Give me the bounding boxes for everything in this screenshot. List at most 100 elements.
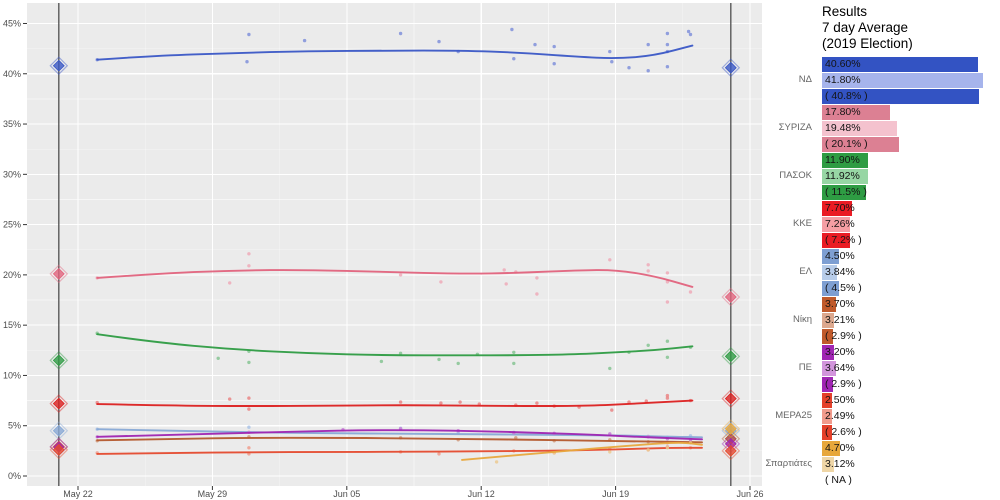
poll-point-kke <box>228 397 232 401</box>
y-axis-label: 35% <box>3 119 21 129</box>
bar-value-spartiates-election: ( NA ) <box>825 474 852 486</box>
bar-value-kke-result: 7.70% <box>825 202 855 214</box>
poll-point-kke <box>458 400 462 404</box>
bar-pe-result <box>822 345 835 360</box>
party-label-spartiates: Σπαρτιάτες <box>765 458 812 469</box>
trend-line-nd <box>96 44 694 61</box>
trend-line-niki <box>96 436 703 444</box>
trend-line-syriza <box>96 269 694 288</box>
bar-value-mera25-result: 2.50% <box>825 394 855 406</box>
poll-point-pasok <box>512 350 516 354</box>
trend-line-kke <box>96 399 694 407</box>
poll-point-nd <box>398 31 403 36</box>
bar-value-mera25-average: 2.49% <box>825 410 855 422</box>
poll-point-syriza <box>665 271 670 275</box>
may-election-marker-nd <box>52 59 65 72</box>
poll-point-kke <box>610 408 614 412</box>
poll-point-syriza <box>608 258 612 262</box>
y-axis-label: 20% <box>3 270 21 280</box>
poll-point-spartiates <box>608 450 612 454</box>
poll-point-nd <box>533 42 537 47</box>
x-axis-label: May 29 <box>198 489 228 499</box>
poll-point-nd <box>608 49 612 54</box>
poll-point-pasok <box>512 361 516 366</box>
poll-point-pasok <box>216 356 220 360</box>
trend-line-pasok <box>96 333 694 357</box>
bar-el-result <box>822 249 840 264</box>
party-label-niki: Νίκη <box>792 314 812 325</box>
poll-point-pasok <box>665 355 670 359</box>
y-axis-label: 10% <box>3 370 21 380</box>
bar-syriza-election <box>822 137 900 152</box>
party-label-syriza: ΣΥΡΙΖΑ <box>778 122 812 133</box>
june-election-marker-halo-spartiates <box>721 419 741 439</box>
x-axis-label: Jun 12 <box>468 489 495 499</box>
bar-value-niki-average: 3.21% <box>825 314 855 326</box>
june-election-marker-halo-nd <box>721 58 741 78</box>
bar-el-election <box>822 281 840 296</box>
poll-point-syriza <box>688 290 693 294</box>
june-election-marker-spartiates <box>724 422 737 435</box>
may-election-marker-mera25 <box>52 443 65 456</box>
poll-point-pasok <box>379 359 384 364</box>
y-axis-label: 0% <box>8 471 21 481</box>
bar-el-average <box>822 265 837 280</box>
poll-point-syriza <box>504 282 508 286</box>
poll-point-nd <box>646 69 650 73</box>
poll-point-spartiates <box>646 448 650 452</box>
y-axis-label: 5% <box>8 421 21 431</box>
party-label-pasok: ΠΑΣΟΚ <box>779 170 812 181</box>
bar-pasok-election <box>822 185 867 200</box>
bar-value-pasok-result: 11.90% <box>825 154 860 166</box>
bar-value-kke-election: ( 7.2% ) <box>825 234 862 246</box>
x-axis-label: Jun 05 <box>333 489 360 499</box>
poll-point-kke <box>665 396 670 400</box>
poll-point-kke <box>439 401 443 405</box>
x-axis-label: Jun 26 <box>736 489 763 499</box>
poll-point-nd <box>510 27 514 32</box>
june-election-marker-halo-mera25 <box>721 441 741 461</box>
bar-value-nd-average: 41.80% <box>825 74 861 86</box>
bar-value-niki-result: 3.70% <box>825 298 855 310</box>
poll-point-syriza <box>228 281 232 285</box>
party-label-el: ΕΛ <box>799 266 812 277</box>
june-election-marker-halo-syriza <box>721 287 741 307</box>
poll-point-nd <box>686 29 691 34</box>
poll-point-nd <box>437 39 441 44</box>
poll-point-nd <box>665 65 670 69</box>
poll-point-nd <box>627 66 631 70</box>
trend-line-mera25 <box>96 446 703 455</box>
bar-value-niki-election: ( 2.9% ) <box>825 330 862 342</box>
bar-value-el-average: 3.84% <box>825 266 855 278</box>
bar-value-el-election: ( 4.5% ) <box>825 282 862 294</box>
poll-point-pasok <box>247 360 251 365</box>
poll-point-pasok <box>456 361 460 366</box>
bar-pe-average <box>822 361 836 376</box>
poll-point-syriza <box>247 252 251 256</box>
bar-mera25-result <box>822 393 832 408</box>
bar-mera25-average <box>822 409 832 424</box>
poll-point-kke <box>247 396 251 400</box>
bar-value-spartiates-result: 4.70% <box>825 442 855 454</box>
bar-kke-result <box>822 201 852 216</box>
bar-value-nd-result: 40.60% <box>825 58 861 70</box>
poll-point-syriza <box>439 280 443 284</box>
poll-point-nd <box>245 60 249 64</box>
poll-point-el <box>247 425 251 429</box>
poll-point-nd <box>646 42 650 47</box>
poll-point-nd <box>302 38 307 43</box>
bar-value-pe-election: ( 2.9% ) <box>825 378 862 390</box>
trend-line-spartiates <box>461 441 703 461</box>
party-label-nd: ΝΔ <box>798 74 812 85</box>
poll-point-spartiates <box>665 446 670 450</box>
bar-mera25-election <box>822 425 832 440</box>
poll-point-pasok <box>646 343 650 347</box>
poll-point-syriza <box>535 276 539 280</box>
bar-value-spartiates-average: 3.12% <box>825 458 855 470</box>
bar-syriza-result <box>822 105 891 120</box>
y-axis-label: 15% <box>3 320 21 330</box>
bar-pasok-result <box>822 153 868 168</box>
poll-point-pasok <box>608 366 612 371</box>
